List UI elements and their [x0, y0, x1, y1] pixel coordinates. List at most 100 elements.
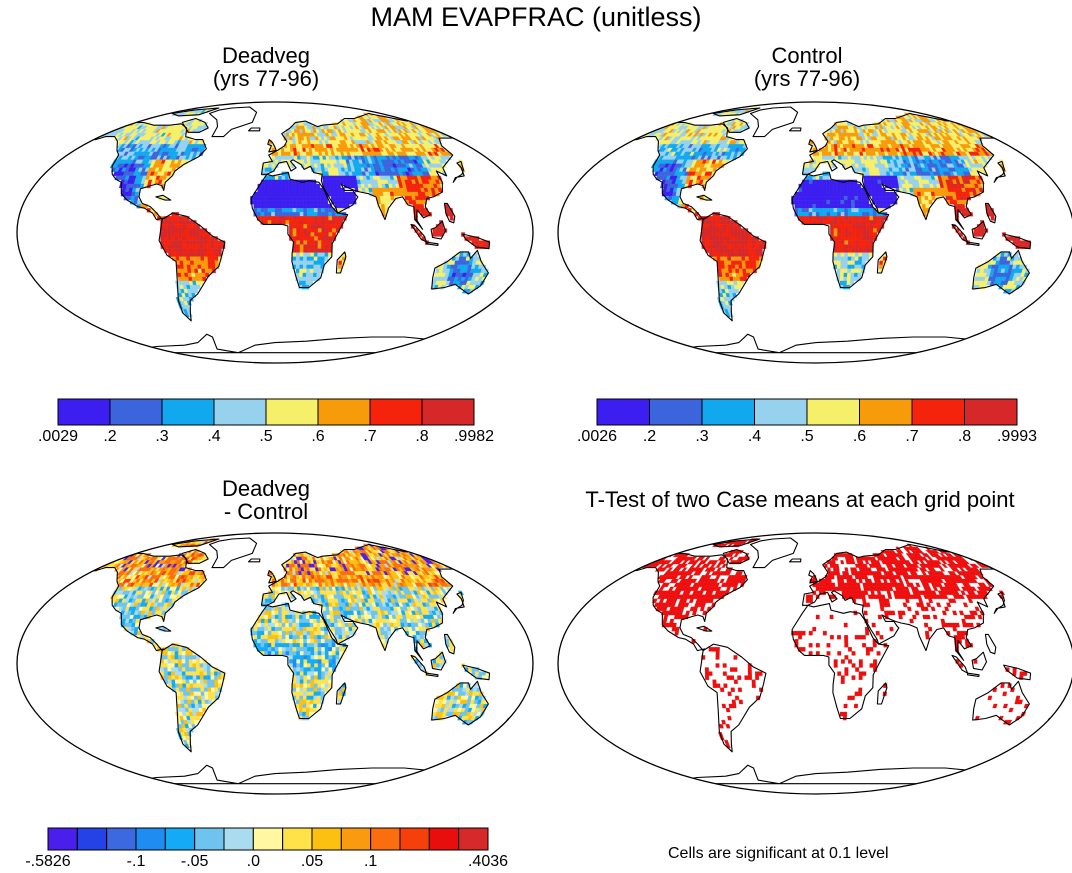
grid-cell — [312, 272, 317, 278]
grid-cell — [858, 216, 863, 221]
coastline-na — [87, 120, 207, 221]
grid-cell — [457, 136, 466, 141]
grid-cell — [805, 163, 810, 168]
grid-cell — [414, 550, 423, 554]
grid-cell — [747, 244, 752, 249]
grid-cell — [334, 199, 339, 205]
grid-cell — [851, 248, 856, 253]
grid-cell — [203, 244, 208, 249]
grid-cell — [987, 125, 997, 130]
grid-cell — [830, 212, 834, 217]
grid-cell — [313, 252, 318, 257]
grid-cell — [739, 276, 744, 282]
grid-cell — [185, 232, 190, 237]
grid-cell — [972, 122, 981, 127]
grid-cell — [850, 191, 855, 197]
grid-cell — [755, 256, 760, 261]
grid-cell — [288, 195, 293, 201]
grid-cell — [299, 232, 304, 237]
grid-cell — [438, 125, 447, 130]
grid-cell — [271, 187, 276, 193]
grid-cell — [798, 212, 802, 217]
grid-cell — [848, 240, 852, 245]
grid-cell — [330, 195, 335, 201]
grid-cell — [299, 220, 304, 225]
grid-cell — [274, 175, 279, 181]
grid-cell — [474, 240, 480, 245]
grid-cell — [871, 187, 876, 193]
grid-cell — [322, 179, 327, 185]
grid-cell — [723, 256, 728, 261]
grid-cell — [851, 240, 856, 245]
grid-cell — [794, 204, 799, 209]
grid-cell — [858, 244, 863, 249]
grid-cell — [160, 232, 165, 237]
grid-cell — [324, 220, 329, 225]
grid-cell — [321, 212, 326, 217]
grid-cell — [955, 119, 964, 123]
grid-cell — [889, 191, 894, 197]
grid-cell — [324, 236, 329, 241]
grid-cell — [426, 122, 435, 127]
grid-cell — [193, 256, 198, 261]
grid-cell — [712, 248, 717, 253]
grid-cell — [307, 236, 311, 241]
grid-cell — [287, 147, 291, 153]
grid-cell — [726, 244, 731, 249]
grid-cell — [822, 216, 827, 221]
grid-cell — [730, 252, 735, 257]
grid-cell — [108, 125, 117, 130]
grid-cell — [844, 216, 849, 221]
grid-cell — [267, 179, 272, 185]
grid-cell — [815, 175, 820, 181]
panel-2-title-line2: (yrs 77-96) — [753, 66, 861, 91]
grid-cell — [108, 556, 117, 561]
grid-cell — [264, 195, 269, 201]
grid-cell — [717, 268, 723, 274]
grid-cell — [737, 232, 741, 237]
grid-cell — [441, 125, 450, 130]
grid-cell — [260, 199, 265, 205]
grid-cell — [434, 553, 443, 558]
grid-cell — [857, 272, 862, 278]
grid-cell — [196, 256, 201, 261]
grid-cell — [310, 256, 315, 261]
grid-cell — [715, 224, 720, 229]
grid-cell — [274, 199, 279, 205]
grid-cell — [989, 129, 998, 134]
grid-cell — [865, 232, 870, 237]
grid-cell — [271, 208, 276, 213]
grid-cell — [306, 195, 311, 201]
grid-cell — [755, 240, 759, 245]
grid-cell — [321, 224, 326, 229]
grid-cell — [298, 280, 303, 286]
grid-cell — [317, 220, 322, 225]
grid-cell — [928, 199, 933, 205]
grid-cell — [281, 175, 286, 181]
grid-cell — [267, 195, 272, 201]
grid-cell — [833, 228, 838, 233]
grid-cell — [847, 268, 852, 274]
grid-cell — [302, 187, 307, 193]
grid-cell — [712, 244, 717, 249]
grid-cell — [206, 244, 211, 249]
grid-cell — [921, 204, 927, 209]
grid-cell — [801, 191, 806, 197]
grid-cell — [186, 264, 192, 270]
grid-cell — [730, 256, 735, 261]
grid-cell — [310, 244, 315, 249]
grid-cell — [185, 240, 190, 245]
grid-cell — [281, 195, 286, 201]
grid-cell — [329, 179, 334, 185]
grid-cell — [435, 228, 440, 233]
grid-cell — [292, 187, 297, 193]
grid-cell — [432, 228, 437, 233]
grid-cell — [196, 248, 201, 253]
grid-cell — [840, 232, 845, 237]
grid-cell — [809, 175, 813, 181]
grid-cell — [866, 179, 872, 185]
grid-cell — [341, 204, 347, 209]
grid-cell — [840, 252, 845, 257]
grid-cell — [170, 232, 175, 237]
grid-cell — [317, 232, 322, 237]
